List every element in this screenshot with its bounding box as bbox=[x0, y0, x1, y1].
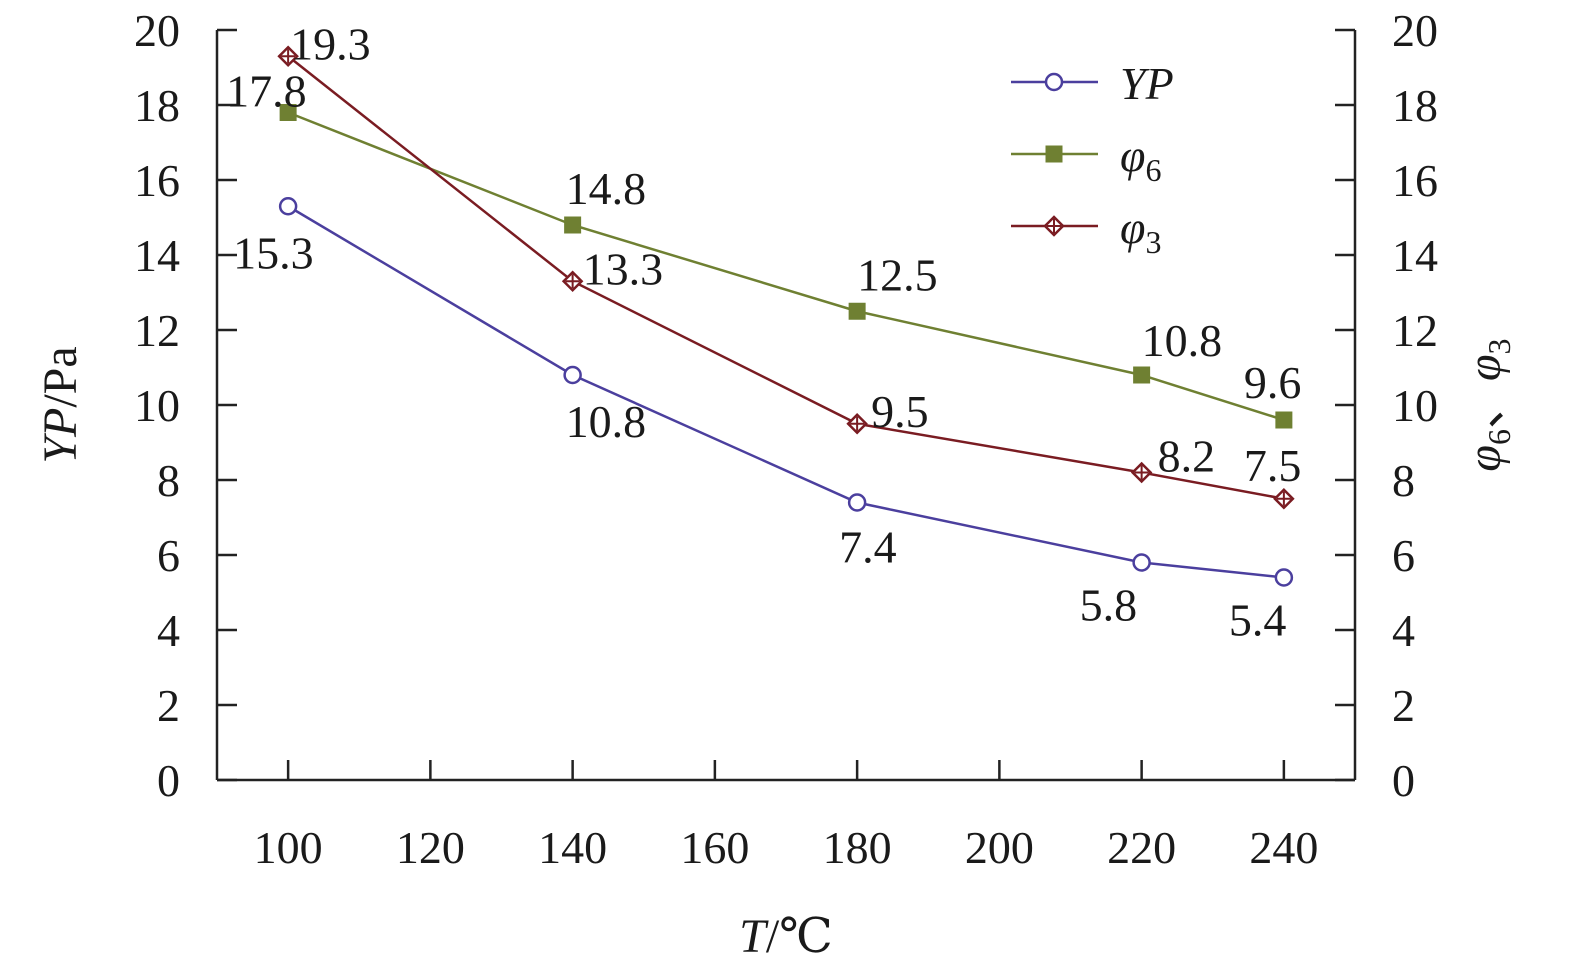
y2-tick-label: 18 bbox=[1392, 80, 1438, 131]
series-point-2-2 bbox=[846, 412, 868, 435]
series-point-1-3 bbox=[1133, 366, 1151, 384]
x-tick-label: 220 bbox=[1107, 822, 1176, 873]
y-tick-label: 4 bbox=[157, 605, 180, 656]
y2-tick-label: 4 bbox=[1392, 605, 1415, 656]
x-tick-label: 180 bbox=[823, 822, 892, 873]
data-label: 9.5 bbox=[871, 386, 929, 437]
legend-label: φ3 bbox=[1120, 202, 1161, 260]
legend-label: YP bbox=[1120, 58, 1174, 109]
y-tick-label: 16 bbox=[134, 155, 180, 206]
y-tick-label: 12 bbox=[134, 305, 180, 356]
series-layer bbox=[277, 45, 1295, 587]
y-tick-label: 10 bbox=[134, 380, 180, 431]
data-label: 19.3 bbox=[290, 18, 371, 69]
y-tick-label: 2 bbox=[157, 680, 180, 731]
y-tick-label: 20 bbox=[134, 5, 180, 56]
y2-tick-label: 16 bbox=[1392, 155, 1438, 206]
y2-tick-label: 10 bbox=[1392, 380, 1438, 431]
data-label: 12.5 bbox=[857, 249, 938, 300]
y-axis-ticks: 0 2 4 6 8 10 12 14 16 18 20 bbox=[134, 5, 237, 806]
y2-tick-label: 14 bbox=[1392, 230, 1438, 281]
y2-tick-label: 0 bbox=[1392, 755, 1415, 806]
y2-axis-ticks: 0 2 4 6 8 10 12 14 16 18 20 bbox=[1335, 5, 1438, 806]
legend-marker bbox=[1045, 145, 1063, 163]
series-point-0-2 bbox=[847, 493, 867, 512]
series-point-0-4 bbox=[1274, 568, 1294, 587]
x-axis-title: T/℃ bbox=[739, 910, 833, 963]
data-label: 5.4 bbox=[1229, 595, 1287, 646]
x-tick-label: 200 bbox=[965, 822, 1034, 873]
series-point-2-0 bbox=[277, 45, 299, 68]
series-line-2 bbox=[287, 55, 1285, 500]
series-point-2-3 bbox=[1130, 461, 1153, 484]
data-label: 7.5 bbox=[1244, 440, 1302, 491]
data-label: 5.8 bbox=[1080, 580, 1138, 631]
y-tick-label: 6 bbox=[157, 530, 180, 581]
series-point-0-3 bbox=[1132, 553, 1151, 572]
y2-tick-label: 12 bbox=[1392, 305, 1438, 356]
series-point-1-1 bbox=[564, 216, 582, 234]
series-point-1-2 bbox=[848, 302, 866, 320]
series-point-2-1 bbox=[561, 270, 584, 293]
y-axis-title: YP/Pa bbox=[34, 346, 87, 463]
data-label: 10.8 bbox=[566, 396, 647, 447]
data-label: 14.8 bbox=[566, 163, 647, 214]
data-label: 17.8 bbox=[226, 66, 307, 117]
y-tick-label: 0 bbox=[157, 755, 180, 806]
plot-frame bbox=[215, 30, 1357, 782]
series-line-0 bbox=[287, 205, 1285, 579]
y-tick-label: 8 bbox=[157, 455, 180, 506]
x-tick-label: 100 bbox=[254, 822, 323, 873]
y2-axis-title: φ6、φ3 bbox=[1458, 338, 1517, 471]
x-tick-label: 140 bbox=[538, 822, 607, 873]
series-point-0-0 bbox=[278, 197, 298, 216]
y2-tick-label: 2 bbox=[1392, 680, 1415, 731]
y2-tick-label: 20 bbox=[1392, 5, 1438, 56]
legend-marker bbox=[1044, 72, 1064, 92]
x-tick-label: 240 bbox=[1249, 822, 1318, 873]
x-tick-label: 120 bbox=[396, 822, 465, 873]
y-tick-label: 14 bbox=[134, 230, 180, 281]
y2-tick-label: 6 bbox=[1392, 530, 1415, 581]
legend: YP φ6 φ3 bbox=[1011, 58, 1174, 260]
legend-marker bbox=[1043, 215, 1065, 237]
data-label: 9.6 bbox=[1244, 357, 1302, 408]
y-tick-label: 18 bbox=[134, 80, 180, 131]
legend-label: φ6 bbox=[1120, 130, 1161, 188]
data-label: 15.3 bbox=[233, 227, 314, 278]
series-point-1-4 bbox=[1275, 411, 1293, 429]
data-label: 8.2 bbox=[1158, 431, 1216, 482]
series-point-1-0 bbox=[279, 104, 297, 121]
x-axis-ticks: 100 120 140 160 180 200 220 240 bbox=[254, 760, 1318, 873]
data-label: 10.8 bbox=[1142, 315, 1223, 366]
series-point-2-4 bbox=[1273, 487, 1295, 510]
series-point-0-1 bbox=[563, 365, 582, 385]
data-label: 13.3 bbox=[583, 243, 664, 294]
y2-tick-label: 8 bbox=[1392, 455, 1415, 506]
x-tick-label: 160 bbox=[680, 822, 749, 873]
data-label: 7.4 bbox=[839, 522, 897, 573]
data-labels: 15.3 10.8 7.4 5.8 5.4 17.8 14.8 12.5 10.8 9.6 19.3… bbox=[226, 18, 1301, 645]
